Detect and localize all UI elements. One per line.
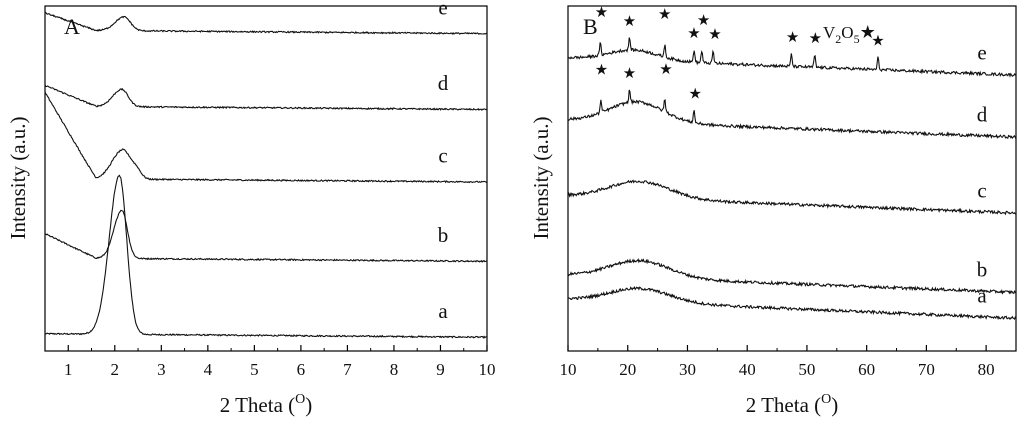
- panel-b-label: B: [583, 14, 598, 39]
- a-curve-b: [44, 209, 488, 263]
- panel-b-curve-labels: ab c d e: [977, 40, 988, 307]
- legend-o: O: [841, 23, 853, 42]
- a-tick-label-7: 7: [343, 360, 352, 379]
- a-tick-label-3: 3: [157, 360, 166, 379]
- a-tick-label-8: 8: [390, 360, 399, 379]
- panel-a-label: A: [64, 14, 80, 39]
- a-curve-a: [44, 174, 488, 339]
- panel-b-xlabel: 2 Theta (O): [746, 392, 839, 417]
- a-curve-label-c: c: [438, 144, 447, 168]
- star-marker-d: ★: [595, 62, 608, 78]
- b-tick-label-40: 40: [739, 360, 756, 379]
- star-marker-e: ★: [809, 31, 822, 47]
- b-tick-label-30: 30: [679, 360, 696, 379]
- b-curve-e: [567, 37, 1017, 78]
- b-tick-label-60: 60: [858, 360, 875, 379]
- panel-a-curves: [44, 11, 488, 339]
- star-marker-e: ★: [786, 30, 799, 46]
- a-curve-e: [44, 11, 488, 35]
- a-tick-label-1: 1: [64, 360, 73, 379]
- panel-b-star-markers: ★★ ★★★★ ★ ★ ★★ ★ ★★: [595, 5, 885, 103]
- legend-sub-2: 2: [835, 32, 841, 46]
- b-curve-b: [567, 258, 1017, 295]
- b-curve-label-d: d: [977, 102, 988, 126]
- b-tick-label-70: 70: [918, 360, 935, 379]
- panel-b-xlabel-main: 2 Theta (: [746, 393, 821, 417]
- panel-b-xlabel-close: ): [831, 393, 838, 417]
- star-marker-d: ★: [689, 87, 702, 103]
- a-tick-label-2: 2: [111, 360, 120, 379]
- b-tick-label-80: 80: [978, 360, 995, 379]
- panel-b-legend: V2O5★: [823, 22, 876, 46]
- star-marker-e: ★: [687, 26, 700, 42]
- star-marker-e: ★: [708, 27, 721, 43]
- a-curve-d: [44, 84, 488, 111]
- b-curve-d: [567, 89, 1017, 140]
- a-curve-label-b: b: [438, 223, 449, 247]
- star-marker-d: ★: [623, 66, 636, 82]
- a-curve-c: [44, 91, 488, 184]
- panel-a-xlabel: 2 Theta (O): [220, 392, 313, 417]
- panel-a-frame: [44, 5, 488, 352]
- a-curve-label-a: a: [438, 299, 448, 323]
- panel-b-ylabel: Intensity (a.u.): [529, 116, 553, 239]
- star-marker-d: ★: [659, 62, 672, 78]
- b-curve-label-a: a: [977, 283, 987, 307]
- a-curve-label-e: e: [438, 0, 447, 19]
- legend-v: V: [823, 23, 836, 42]
- b-tick-label-10: 10: [560, 360, 577, 379]
- star-marker-e: ★: [658, 7, 671, 23]
- a-curve-label-d: d: [438, 71, 449, 95]
- panel-a-curve-labels: a b c d e: [438, 0, 449, 323]
- panel-b-frame: [567, 5, 1017, 352]
- a-tick-label-9: 9: [436, 360, 445, 379]
- panel-a-xlabel-sup: O: [295, 392, 305, 407]
- panel-b-curves: [567, 37, 1017, 321]
- star-marker-e: ★: [697, 13, 710, 29]
- legend-star-icon: ★: [860, 22, 876, 42]
- a-tick-label-5: 5: [250, 360, 259, 379]
- b-curve-label-b: b: [977, 258, 988, 282]
- panel-a-ylabel: Intensity (a.u.): [6, 116, 30, 239]
- legend-sub-5: 5: [854, 32, 860, 46]
- b-curve-label-c: c: [977, 178, 986, 202]
- b-tick-label-50: 50: [798, 360, 815, 379]
- b-curve-a: [567, 285, 1017, 321]
- star-marker-e: ★: [623, 14, 636, 30]
- panel-a: 1 2 3 4 5 6 7 8 9 10 a b c d e A Intensity (a.u.) 2 T…: [6, 0, 496, 417]
- b-curve-label-e: e: [977, 40, 986, 64]
- panel-b-xlabel-sup: O: [821, 392, 831, 407]
- star-marker-e: ★: [595, 5, 608, 21]
- star-marker-e: ★: [871, 34, 884, 50]
- panel-a-xlabel-close: ): [305, 393, 312, 417]
- b-tick-label-20: 20: [619, 360, 636, 379]
- panel-a-x-ticks: 1 2 3 4 5 6 7 8 9 10: [44, 345, 496, 379]
- a-tick-label-4: 4: [204, 360, 213, 379]
- a-tick-label-10: 10: [479, 360, 496, 379]
- b-curve-c: [567, 179, 1017, 216]
- panel-a-xlabel-main: 2 Theta (: [220, 393, 295, 417]
- a-tick-label-6: 6: [297, 360, 306, 379]
- panel-b-x-ticks: 10 20 30 40 50 60 70 80: [560, 345, 1017, 379]
